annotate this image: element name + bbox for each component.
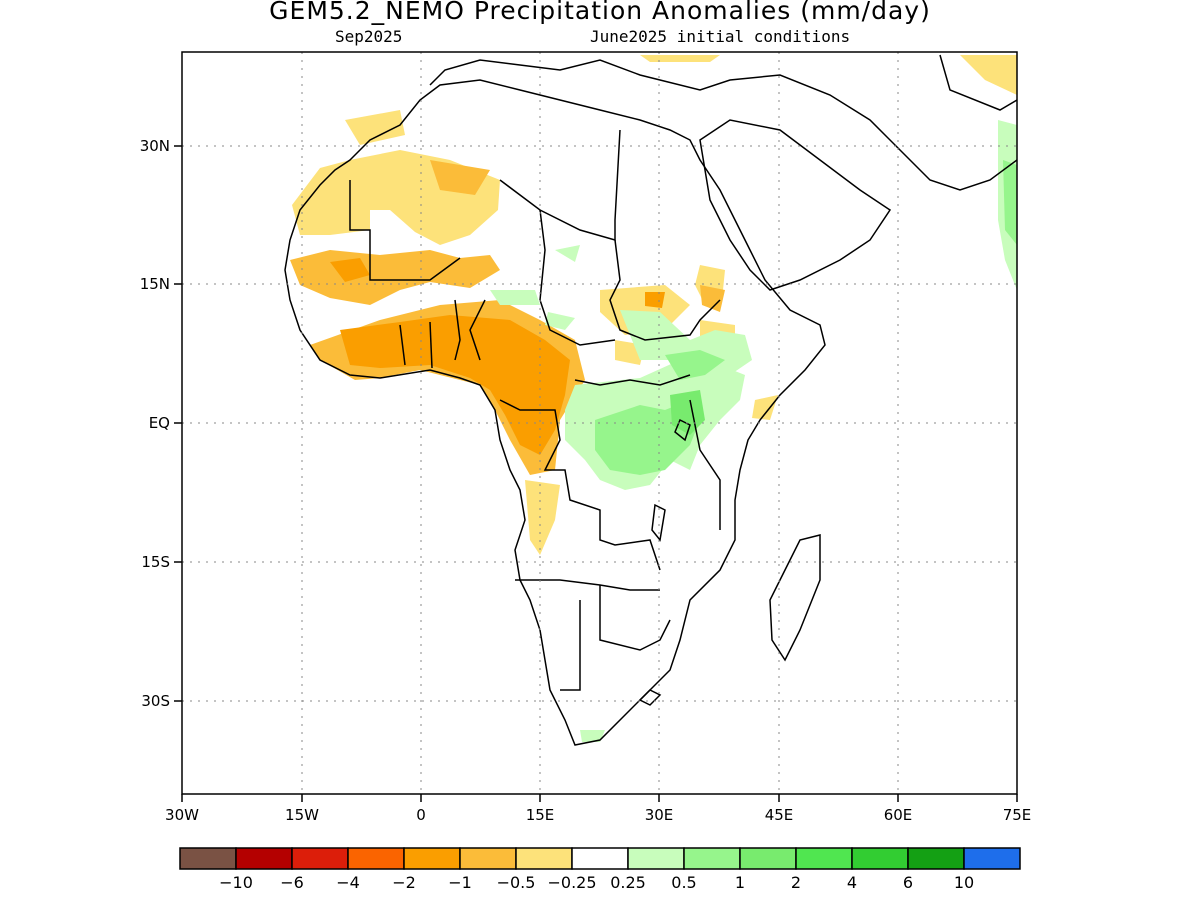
- colorbar-label: −4: [336, 873, 360, 892]
- lon-tick-label: 75E: [1003, 806, 1032, 824]
- colorbar-swatch: [347, 847, 405, 870]
- lon-tick-label: 0: [416, 806, 426, 824]
- lon-tick-label: 15E: [526, 806, 555, 824]
- gridlines: [182, 52, 1017, 794]
- colorbar-swatch: [571, 847, 629, 870]
- colorbar-label: −0.25: [547, 873, 596, 892]
- lon-tick-label: 30E: [645, 806, 674, 824]
- colorbar-label: 0.25: [610, 873, 646, 892]
- colorbar-swatch: [515, 847, 573, 870]
- colorbar-swatch: [739, 847, 797, 870]
- colorbar-label: −6: [280, 873, 304, 892]
- colorbar-label: 4: [847, 873, 857, 892]
- lat-tick-label: EQ: [149, 414, 170, 432]
- colorbar-label: 1: [735, 873, 745, 892]
- lat-tick-label: 15S: [141, 553, 170, 571]
- colorbar-label: 2: [791, 873, 801, 892]
- colorbar-swatch: [963, 847, 1021, 870]
- colorbar: [179, 847, 1021, 870]
- lon-tick-label: 15W: [285, 806, 319, 824]
- colorbar-swatch: [627, 847, 685, 870]
- colorbar-swatch: [403, 847, 461, 870]
- colorbar-labels: −10 −6 −4 −2 −1 −0.5 −0.25 0.25 0.5 1 2 4 6 10: [219, 873, 974, 892]
- colorbar-label: 10: [954, 873, 974, 892]
- lat-tick-label: 15N: [140, 275, 170, 293]
- anomaly-shading: [290, 55, 1017, 742]
- colorbar-label: 6: [903, 873, 913, 892]
- lon-tick-label: 30W: [165, 806, 199, 824]
- colorbar-label: −10: [219, 873, 253, 892]
- colorbar-label: −1: [448, 873, 472, 892]
- colorbar-swatch: [851, 847, 909, 870]
- colorbar-swatch: [683, 847, 741, 870]
- colorbar-swatch: [179, 847, 237, 870]
- colorbar-swatch: [795, 847, 853, 870]
- tick-marks: [174, 145, 1018, 802]
- chart-title: GEM5.2_NEMO Precipitation Anomalies (mm/…: [269, 0, 931, 25]
- colorbar-swatch: [459, 847, 517, 870]
- coastlines-and-borders: [284, 54, 1017, 746]
- valid-month-label: Sep2025: [335, 27, 403, 46]
- colorbar-label: −0.5: [497, 873, 536, 892]
- lon-tick-label: 45E: [765, 806, 794, 824]
- colorbar-label: −2: [392, 873, 416, 892]
- lon-tick-label: 60E: [884, 806, 913, 824]
- init-conditions-label: June2025 initial conditions: [590, 27, 851, 46]
- colorbar-swatch: [291, 847, 349, 870]
- lat-tick-label: 30N: [140, 137, 170, 155]
- lat-tick-label: 30S: [141, 692, 170, 710]
- colorbar-swatch: [907, 847, 965, 870]
- colorbar-swatch: [235, 847, 293, 870]
- colorbar-label: 0.5: [671, 873, 696, 892]
